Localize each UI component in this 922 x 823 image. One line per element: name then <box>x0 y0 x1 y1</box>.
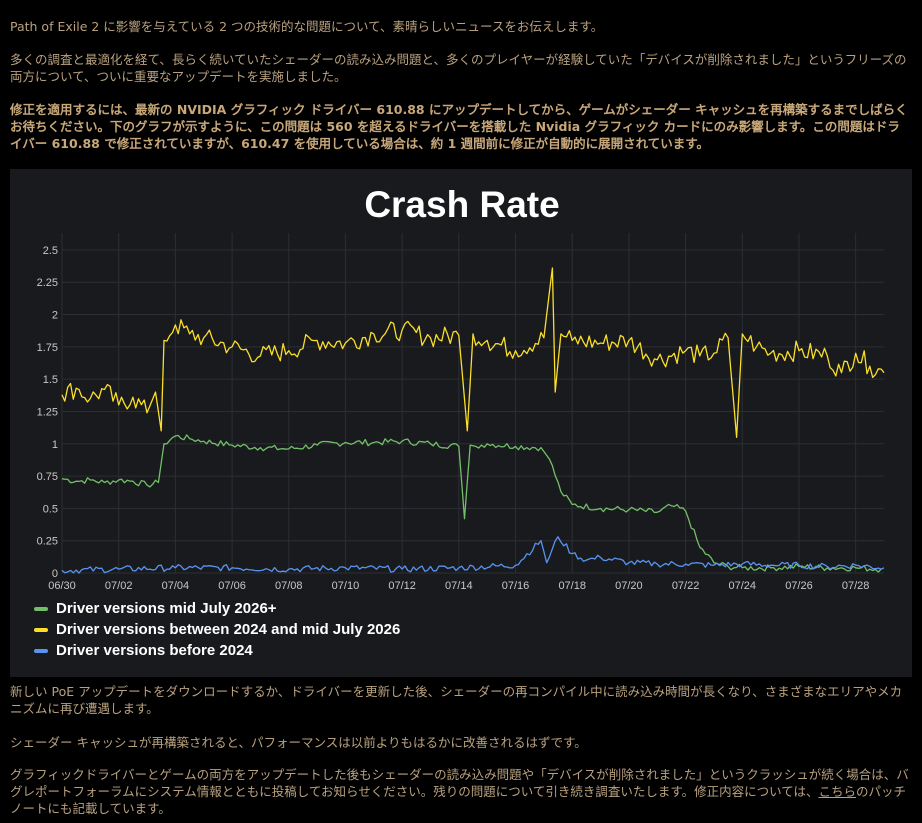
chart-title: Crash Rate <box>364 184 559 225</box>
update-paragraph: 多くの調査と最適化を経て、長らく続いていたシェーダーの読み込み問題と、多くのプレ… <box>10 52 907 84</box>
x-tick-label: 07/14 <box>445 580 473 592</box>
x-tick-label: 07/22 <box>672 580 700 592</box>
bug-report-text-end: のパッチノートにも記載しています。 <box>10 784 907 816</box>
x-tick-label: 07/08 <box>275 580 303 592</box>
y-tick-label: 1.5 <box>43 374 58 386</box>
x-tick-label: 06/30 <box>48 580 76 592</box>
x-tick-label: 07/04 <box>162 580 190 592</box>
crash-rate-chart: 0 0.25 0.5 0.75 1 1.25 1.5 1.75 2 2.25 2.5 06/30 07… <box>10 169 912 677</box>
legend-label: Driver versions mid July 2026+ <box>56 600 277 617</box>
x-tick-label: 07/28 <box>842 580 870 592</box>
shader-recompile-paragraph: 新しい PoE アップデートをダウンロードするか、ドライバーを更新した後、シェー… <box>10 684 903 716</box>
legend-swatch <box>34 627 48 632</box>
chart-grid <box>61 233 884 574</box>
y-tick-label: 2.5 <box>43 245 58 257</box>
y-tick-label: 2.25 <box>37 277 58 289</box>
series-line-1 <box>61 434 882 573</box>
bug-report-paragraph: グラフィックドライバーとゲームの両方をアップデートした後もシェーダーの読み込み問… <box>10 766 912 817</box>
x-axis-ticks: 06/30 07/02 07/04 07/06 07/08 07/10 07/12 07/14… <box>48 580 869 592</box>
fix-instructions-paragraph: 修正を適用するには、最新の NVIDIA グラフィック ドライバー 610.88… <box>10 102 908 151</box>
series-line-2 <box>61 267 885 438</box>
chart-series <box>61 267 885 574</box>
y-axis-ticks: 0 0.25 0.5 0.75 1 1.25 1.5 1.75 2 2.25 2.5 <box>37 245 58 580</box>
legend-item[interactable]: Driver versions between 2024 and mid Jul… <box>34 619 400 640</box>
y-tick-label: 0 <box>52 568 58 580</box>
x-tick-label: 07/24 <box>729 580 757 592</box>
legend-item[interactable]: Driver versions before 2024 <box>34 640 400 661</box>
legend-label: Driver versions between 2024 and mid Jul… <box>56 621 401 638</box>
legend-label: Driver versions before 2024 <box>56 642 253 659</box>
y-tick-label: 1.75 <box>37 342 58 354</box>
y-tick-label: 1.25 <box>37 406 58 418</box>
intro-paragraph: Path of Exile 2 に影響を与えている 2 つの技術的な問題について… <box>10 19 604 34</box>
y-tick-label: 2 <box>52 310 58 322</box>
performance-paragraph: シェーダー キャッシュが再構築されると、パフォーマンスは以前よりもはるかに改善さ… <box>10 735 587 750</box>
x-tick-label: 07/16 <box>502 580 530 592</box>
x-tick-label: 07/12 <box>388 580 416 592</box>
x-tick-label: 07/10 <box>332 580 360 592</box>
patch-notes-link[interactable]: こちら <box>818 784 857 799</box>
x-tick-label: 07/06 <box>218 580 246 592</box>
x-tick-label: 07/20 <box>615 580 643 592</box>
y-tick-label: 1 <box>52 439 58 451</box>
y-tick-label: 0.5 <box>43 503 58 515</box>
x-tick-label: 07/26 <box>785 580 813 592</box>
legend-item[interactable]: Driver versions mid July 2026+ <box>34 598 400 619</box>
bug-report-text: グラフィックドライバーとゲームの両方をアップデートした後もシェーダーの読み込み問… <box>10 767 909 799</box>
y-tick-label: 0.25 <box>37 536 58 548</box>
legend-swatch <box>34 648 48 653</box>
series-line-3 <box>61 536 885 574</box>
x-tick-label: 07/02 <box>105 580 133 592</box>
legend-swatch <box>34 606 48 611</box>
chart-legend: Driver versions mid July 2026+ Driver ver… <box>34 598 400 661</box>
crash-rate-chart-svg: 0 0.25 0.5 0.75 1 1.25 1.5 1.75 2 2.25 2.5 06/30 07… <box>37 184 885 592</box>
x-tick-label: 07/18 <box>558 580 586 592</box>
y-tick-label: 0.75 <box>37 471 58 483</box>
